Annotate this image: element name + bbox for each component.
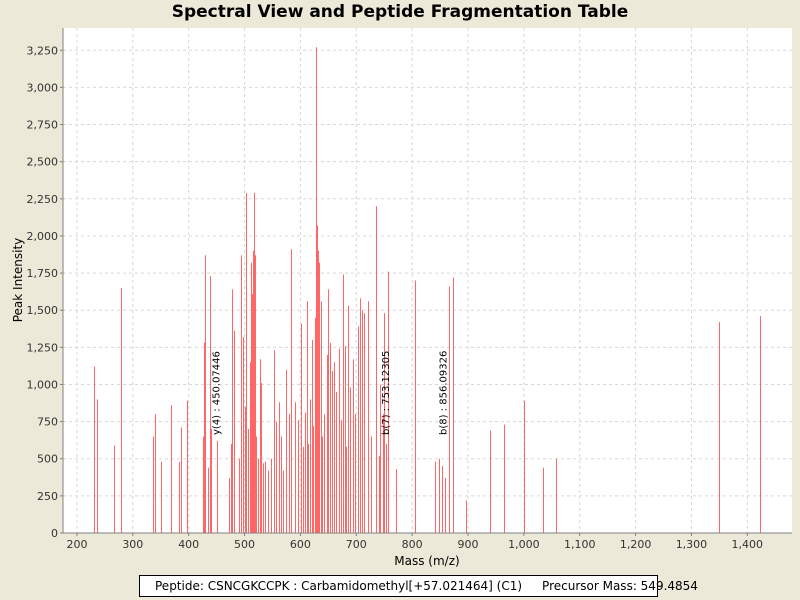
peak-annotation-label: b(8) : 856.09326 (438, 351, 449, 435)
y-tick-label: 250 (37, 490, 58, 503)
x-tick-label: 700 (346, 538, 367, 551)
y-tick-label: 1,250 (27, 341, 59, 354)
y-tick-label: 3,000 (27, 81, 59, 94)
peaks (94, 47, 761, 533)
y-tick-label: 500 (37, 453, 58, 466)
y-tick-label: 2,000 (27, 230, 59, 243)
peak-annotation-label: y(4) : 450.07446 (212, 351, 223, 435)
y-tick-label: 0 (51, 527, 58, 540)
legend-peptide: Peptide: CSNCGKCCPK : Carbamidomethyl[+5… (155, 579, 523, 593)
x-tick-label: 900 (458, 538, 479, 551)
y-tick-label: 2,750 (27, 119, 59, 132)
x-tick-label: 1,200 (620, 538, 652, 551)
x-tick-label: 1,300 (676, 538, 708, 551)
legend-precursor-mass: Precursor Mass: 549.4854 (542, 579, 698, 593)
x-tick-label: 400 (178, 538, 199, 551)
x-tick-label: 1,400 (732, 538, 764, 551)
y-tick-label: 2,500 (27, 156, 59, 169)
ticks: 200 300 400 500 600 700 800 900 1,000 1,100 1,200 1… (27, 44, 764, 551)
legend-box: Peptide: CSNCGKCCPK : Carbamidomethyl[+5… (139, 575, 698, 597)
y-tick-label: 750 (37, 416, 58, 429)
x-tick-label: 300 (122, 538, 143, 551)
grid-lines (63, 28, 792, 534)
x-tick-label: 1,000 (508, 538, 540, 551)
y-tick-label: 1,750 (27, 267, 59, 280)
x-tick-label: 800 (402, 538, 423, 551)
plot-area (63, 28, 792, 533)
chart-title: Spectral View and Peptide Fragmentation … (171, 2, 629, 22)
x-tick-label: 1,100 (564, 538, 596, 551)
x-axis-label: Mass (m/z) (394, 554, 459, 568)
y-tick-label: 1,000 (27, 378, 59, 391)
y-axis-label: Peak Intensity (11, 238, 25, 323)
peak-annotation-label: b(7) : 753.12305 (381, 351, 392, 435)
y-tick-label: 3,250 (27, 44, 59, 57)
x-tick-label: 500 (234, 538, 255, 551)
y-tick-label: 1,500 (27, 304, 59, 317)
peak-annotations: y(4) : 450.07446 b(7) : 753.12305 b(8) : 8… (212, 351, 450, 435)
y-tick-label: 2,250 (27, 193, 59, 206)
axes (62, 28, 792, 534)
x-tick-label: 600 (290, 538, 311, 551)
x-tick-label: 200 (66, 538, 87, 551)
